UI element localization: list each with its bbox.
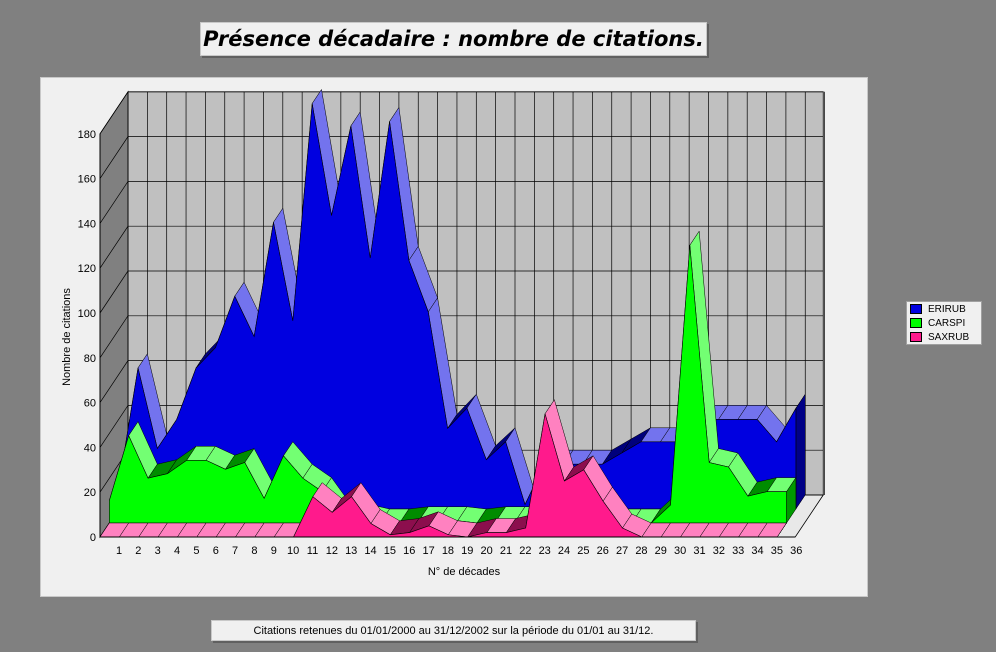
x-tick-label: 31 <box>693 545 705 557</box>
y-tick-label: 160 <box>78 174 96 186</box>
y-tick-label: 0 <box>90 532 96 544</box>
gridline-side <box>99 91 129 134</box>
legend-swatch-saxrub <box>910 332 922 342</box>
y-tick-label: 60 <box>84 398 96 410</box>
x-tick-label: 34 <box>751 545 763 557</box>
x-tick-label: 5 <box>193 545 199 557</box>
gridline-side <box>99 360 129 403</box>
footer-note: Citations retenues du 01/01/2000 au 31/1… <box>211 620 696 641</box>
chart-title: Présence décadaire : nombre de citations… <box>200 22 707 56</box>
x-tick-label: 36 <box>790 545 802 557</box>
x-tick-label: 15 <box>384 545 396 557</box>
y-tick-label: 140 <box>78 218 96 230</box>
x-tick-label: 23 <box>539 545 551 557</box>
x-tick-label: 13 <box>345 545 357 557</box>
y-tick-label: 100 <box>78 308 96 320</box>
gridline-side <box>99 136 129 179</box>
x-tick-label: 16 <box>403 545 415 557</box>
y-tick-label: 40 <box>84 442 96 454</box>
gridline-side <box>99 405 129 448</box>
x-tick-label: 17 <box>422 545 434 557</box>
x-tick-label: 18 <box>442 545 454 557</box>
gridline-side <box>99 181 129 224</box>
x-tick-label: 26 <box>597 545 609 557</box>
y-tick-label: 120 <box>78 263 96 275</box>
legend-item-erirub: ERIRUB <box>907 302 981 316</box>
y-tick-label: 20 <box>84 487 96 499</box>
legend-swatch-erirub <box>910 304 922 314</box>
x-tick-label: 22 <box>519 545 531 557</box>
x-tick-label: 3 <box>155 545 161 557</box>
x-tick-label: 14 <box>364 545 376 557</box>
legend-label-saxrub: SAXRUB <box>928 331 970 343</box>
legend-label-erirub: ERIRUB <box>928 303 966 315</box>
x-tick-label: 2 <box>135 545 141 557</box>
gridline-side <box>99 226 129 269</box>
x-tick-label: 28 <box>635 545 647 557</box>
x-tick-label: 29 <box>655 545 667 557</box>
x-tick-label: 7 <box>232 545 238 557</box>
x-tick-label: 24 <box>558 545 570 557</box>
x-tick-label: 10 <box>287 545 299 557</box>
x-tick-label: 25 <box>577 545 589 557</box>
series-end-saxrub <box>777 522 787 538</box>
x-tick-label: 19 <box>461 545 473 557</box>
x-tick-label: 30 <box>674 545 686 557</box>
gridline-side <box>99 315 129 358</box>
x-tick-label: 21 <box>500 545 512 557</box>
y-tick-label: 180 <box>78 129 96 141</box>
x-tick-label: 8 <box>251 545 257 557</box>
y-tick-label: 80 <box>84 353 96 365</box>
legend: ERIRUB CARSPI SAXRUB <box>906 301 982 345</box>
x-tick-label: 27 <box>616 545 628 557</box>
legend-item-saxrub: SAXRUB <box>907 330 981 344</box>
gridline-side <box>99 270 129 314</box>
legend-item-carspi: CARSPI <box>907 316 981 330</box>
x-tick-label: 6 <box>213 545 219 557</box>
x-tick-label: 4 <box>174 545 180 557</box>
x-tick-label: 20 <box>481 545 493 557</box>
x-axis-title: N° de décades <box>428 566 501 578</box>
x-tick-label: 11 <box>307 545 318 557</box>
y-axis-title: Nombre de citations <box>61 288 73 386</box>
x-tick-label: 12 <box>326 545 338 557</box>
x-tick-label: 32 <box>713 545 725 557</box>
legend-label-carspi: CARSPI <box>928 317 966 329</box>
series-end-erirub <box>795 393 806 510</box>
x-tick-label: 9 <box>271 545 277 557</box>
x-tick-label: 33 <box>732 545 744 557</box>
x-tick-label: 35 <box>771 545 783 557</box>
x-tick-label: 1 <box>116 545 122 557</box>
legend-swatch-carspi <box>910 318 922 328</box>
